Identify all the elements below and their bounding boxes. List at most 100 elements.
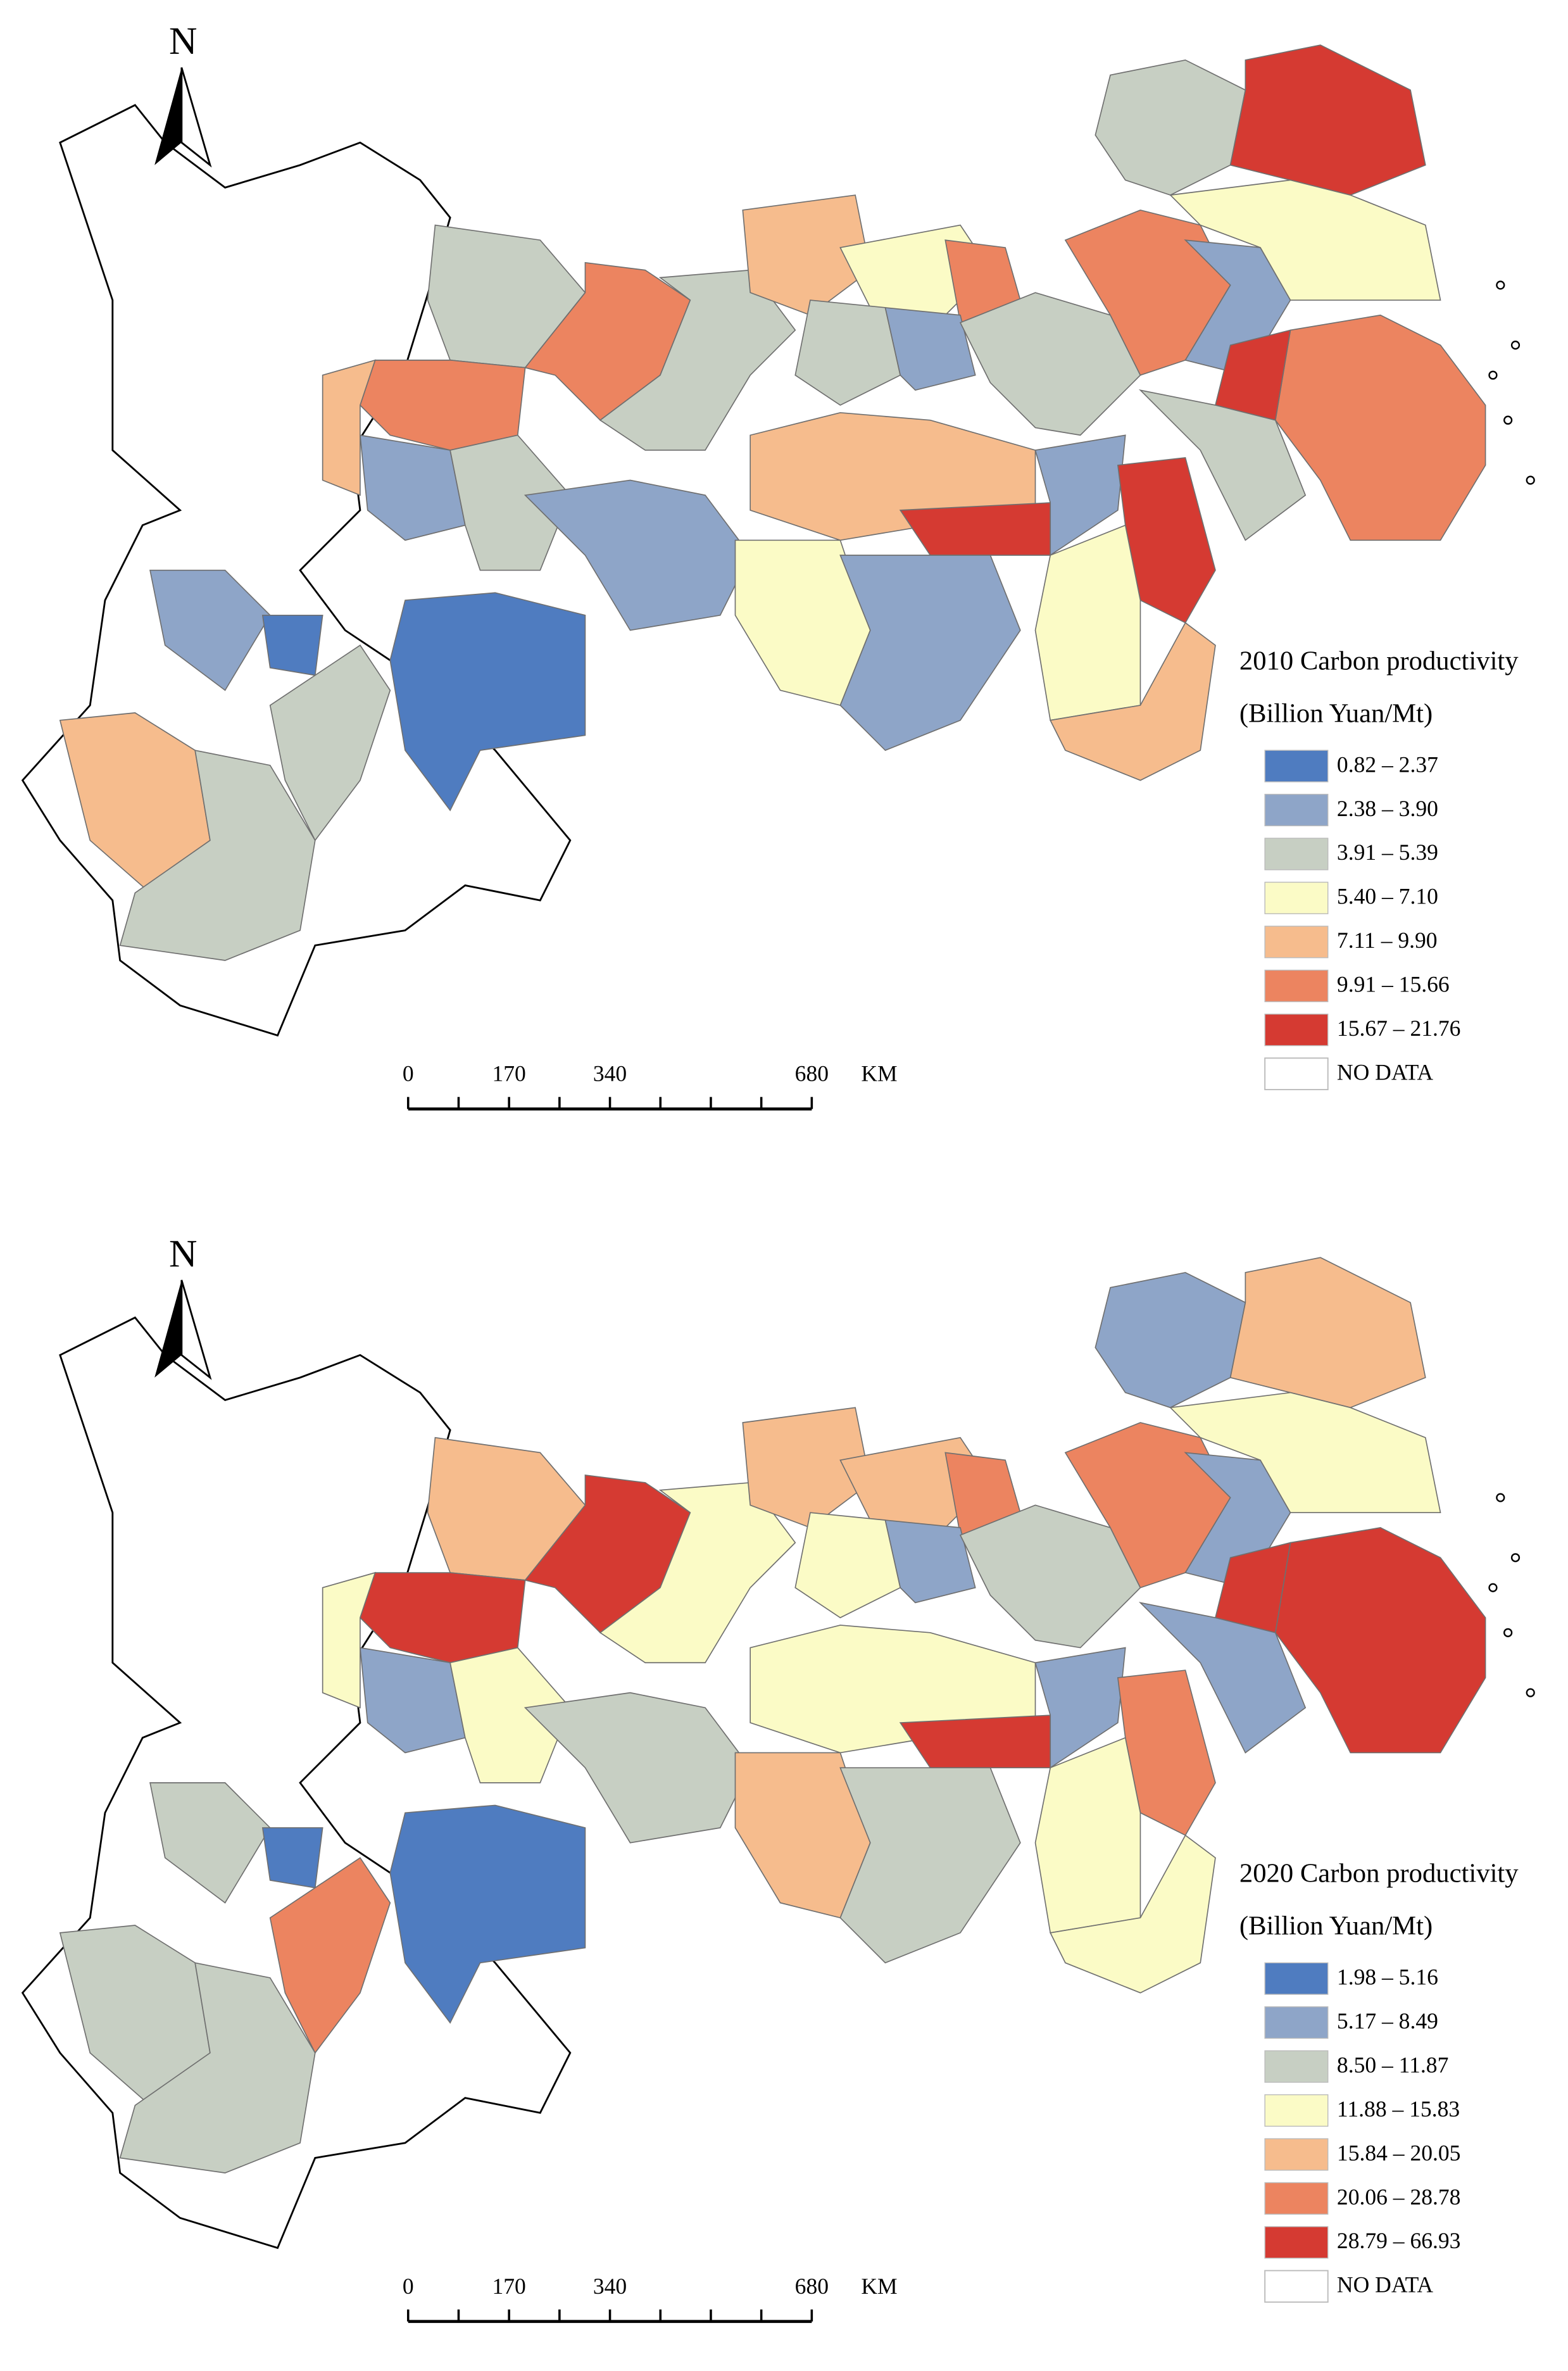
scale-label: 680 bbox=[795, 1061, 829, 1086]
legend-swatch bbox=[1264, 1014, 1329, 1047]
region bbox=[322, 359, 376, 496]
legend-swatch bbox=[1264, 2270, 1329, 2303]
region bbox=[322, 1571, 376, 1709]
region bbox=[742, 1407, 871, 1528]
region bbox=[1229, 44, 1426, 196]
region bbox=[1034, 434, 1126, 557]
region bbox=[359, 1572, 526, 1664]
legend-swatch bbox=[1264, 838, 1329, 871]
scale-label: 340 bbox=[593, 1061, 627, 1086]
north-arrow-right bbox=[180, 67, 212, 168]
region bbox=[959, 292, 1141, 436]
region bbox=[839, 555, 1021, 752]
region bbox=[1094, 59, 1246, 196]
scale-label: 0 bbox=[403, 2274, 414, 2299]
region bbox=[389, 592, 586, 812]
island bbox=[1510, 341, 1521, 350]
legend-swatch bbox=[1264, 1962, 1329, 1995]
legend-swatch bbox=[1264, 2138, 1329, 2171]
legend-label: 7.11 – 9.90 bbox=[1337, 928, 1438, 953]
region bbox=[1034, 1737, 1141, 1934]
region bbox=[1274, 1527, 1486, 1754]
island bbox=[1503, 1628, 1513, 1637]
legend-swatch bbox=[1264, 926, 1329, 959]
scale-label: 170 bbox=[492, 1061, 525, 1086]
island bbox=[1496, 280, 1505, 290]
scale-label: 340 bbox=[593, 2274, 627, 2299]
region bbox=[1274, 314, 1486, 541]
region bbox=[1049, 622, 1216, 781]
island bbox=[1496, 1493, 1505, 1502]
legend-label: 15.84 – 20.05 bbox=[1337, 2140, 1461, 2165]
region bbox=[884, 306, 976, 391]
region bbox=[269, 645, 391, 841]
legend-swatch bbox=[1264, 969, 1329, 1002]
legend-label: 5.17 – 8.49 bbox=[1337, 2008, 1438, 2034]
scale-unit: KM bbox=[861, 1061, 897, 1086]
legend-label: NO DATA bbox=[1337, 2272, 1433, 2298]
region bbox=[1094, 1272, 1246, 1409]
legend-label: 1.98 – 5.16 bbox=[1337, 1965, 1438, 1990]
legend-label: 2.38 – 3.90 bbox=[1337, 796, 1438, 821]
legend-label: 9.91 – 15.66 bbox=[1337, 972, 1450, 997]
legend-label: 5.40 – 7.10 bbox=[1337, 884, 1438, 909]
island bbox=[1488, 370, 1498, 380]
scale-label: 170 bbox=[492, 2274, 525, 2299]
scale-unit: KM bbox=[861, 2274, 897, 2299]
island bbox=[1526, 475, 1535, 485]
legend-unit: (Billion Yuan/Mt) bbox=[1239, 698, 1433, 728]
region bbox=[524, 479, 751, 631]
region bbox=[899, 1714, 1051, 1768]
region bbox=[449, 1647, 571, 1783]
region bbox=[884, 1519, 976, 1604]
legend-swatch bbox=[1264, 793, 1329, 827]
legend-label: NO DATA bbox=[1337, 1059, 1433, 1085]
legend-swatch bbox=[1264, 1057, 1329, 1090]
island bbox=[1488, 1583, 1498, 1592]
legend-title: 2010 Carbon productivity bbox=[1239, 646, 1519, 676]
region bbox=[742, 194, 871, 316]
region bbox=[1034, 1647, 1126, 1769]
region bbox=[1034, 524, 1141, 721]
island bbox=[1510, 1553, 1521, 1563]
legend-label: 0.82 – 2.37 bbox=[1337, 752, 1438, 777]
legend-swatch bbox=[1264, 2182, 1329, 2215]
region bbox=[524, 1692, 751, 1844]
region bbox=[261, 1827, 323, 1889]
region bbox=[149, 1782, 271, 1904]
legend-swatch bbox=[1264, 2094, 1329, 2127]
region bbox=[359, 1647, 466, 1754]
region bbox=[389, 1804, 586, 2024]
legend-label: 11.88 – 15.83 bbox=[1337, 2096, 1460, 2122]
legend-label: 8.50 – 11.87 bbox=[1337, 2052, 1448, 2077]
region bbox=[1169, 1392, 1441, 1514]
legend-label: 3.91 – 5.39 bbox=[1337, 840, 1438, 865]
region bbox=[794, 299, 901, 406]
island bbox=[1526, 1688, 1535, 1697]
map-panel: N 0 170 340 680 KM 2020 Carbon productivity (Bi… bbox=[21, 1232, 1535, 2324]
legend-title: 2020 Carbon productivity bbox=[1239, 1859, 1519, 1889]
legend-swatch bbox=[1264, 881, 1329, 914]
north-arrow-left bbox=[154, 1280, 182, 1378]
region bbox=[1169, 179, 1441, 301]
region bbox=[359, 360, 526, 451]
region bbox=[899, 502, 1051, 556]
region bbox=[149, 569, 271, 691]
region bbox=[359, 434, 466, 541]
legend-swatch bbox=[1264, 2226, 1329, 2259]
region bbox=[1138, 389, 1307, 541]
region bbox=[261, 614, 323, 676]
legend-label: 15.67 – 21.76 bbox=[1337, 1016, 1461, 1041]
legend-swatch bbox=[1264, 2050, 1329, 2083]
north-label: N bbox=[169, 1232, 198, 1275]
north-arrow-left bbox=[154, 67, 182, 165]
region bbox=[794, 1512, 901, 1619]
region bbox=[959, 1504, 1141, 1649]
region bbox=[269, 1857, 391, 2054]
legend-swatch bbox=[1264, 750, 1329, 783]
region bbox=[1229, 1257, 1426, 1409]
north-label: N bbox=[169, 20, 198, 63]
north-arrow-right bbox=[180, 1280, 212, 1380]
